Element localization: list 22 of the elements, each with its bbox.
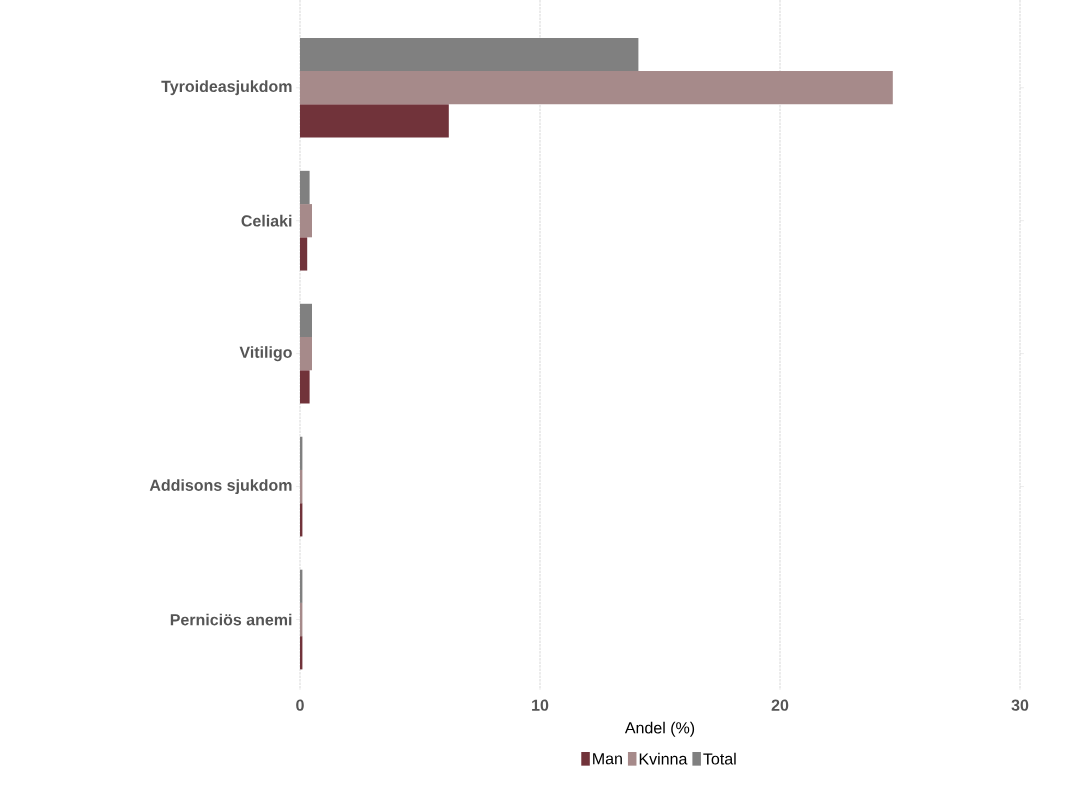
x-tick-label: 20: [771, 699, 789, 711]
x-tick-label: 10: [532, 699, 549, 711]
bar: [300, 370, 310, 404]
legend-label: Man: [593, 753, 622, 765]
legend-label: Total: [703, 752, 736, 765]
legend-label: Kvinna: [639, 752, 688, 765]
bar: [300, 71, 893, 105]
bar: [300, 337, 312, 371]
y-tick-label: Perniciös anemi: [170, 613, 292, 626]
bar: [300, 237, 308, 271]
y-tick-label: Addisons sjukdom: [149, 479, 292, 495]
y-tick-label: Tyroideasjukdom: [161, 80, 292, 96]
x-axis-title: Andel (%): [624, 721, 695, 737]
x-tick-label: 0: [296, 699, 304, 711]
y-tick-label: Vitiligo: [239, 346, 292, 362]
bar: [300, 170, 310, 205]
x-tick-label: 30: [1011, 699, 1029, 711]
bar: [300, 303, 312, 338]
bar: [300, 37, 639, 72]
y-tick-label: Celiaki: [241, 214, 292, 227]
bar: [300, 104, 449, 138]
bar: [300, 204, 312, 238]
